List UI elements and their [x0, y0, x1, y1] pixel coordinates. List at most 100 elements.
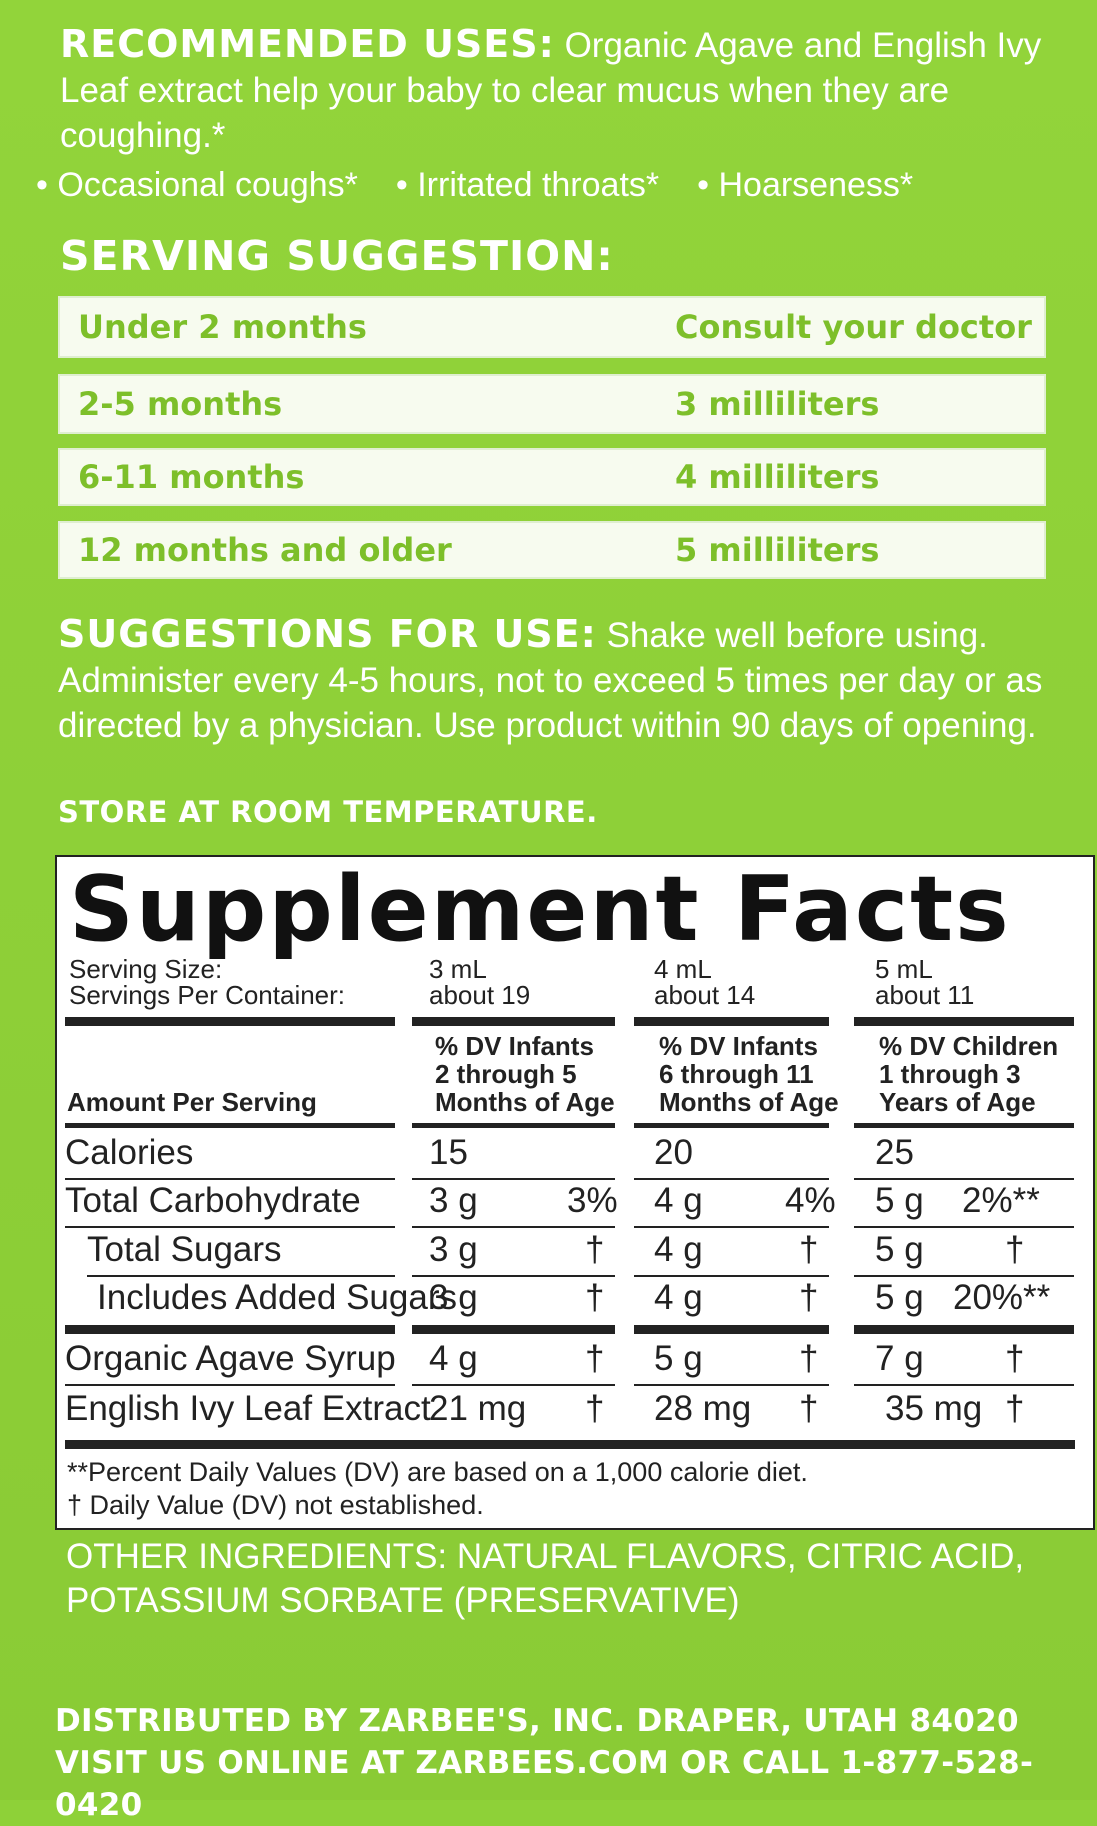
supplement-facts-panel: Supplement Facts Serving Size: Servings …	[55, 855, 1095, 1530]
nutrient-name: English Ivy Leaf Extract	[65, 1389, 431, 1428]
col1-size: 3 mL	[429, 954, 487, 984]
row-divider	[412, 1178, 615, 1180]
nutrient-dv: 20%**	[953, 1278, 1051, 1317]
nutrient-name: Total Sugars	[87, 1230, 282, 1269]
serving-dose: Consult your doctor	[675, 308, 1032, 346]
nutrient-amount: 4 g	[654, 1230, 703, 1269]
bullet-item: Hoarseness*	[697, 166, 913, 205]
col1-servings: about 19	[429, 980, 531, 1010]
recommended-uses: RECOMMENDED USES: Organic Agave and Engl…	[60, 22, 1050, 158]
divider-bar	[412, 1325, 615, 1334]
row-divider	[65, 1178, 395, 1180]
dv-header-line: Years of Age	[879, 1087, 1036, 1117]
row-divider	[634, 1226, 829, 1228]
divider-bar	[412, 1123, 615, 1128]
row-divider	[412, 1275, 615, 1277]
divider-bar	[854, 1017, 1074, 1026]
col1-dv-header: % DV Infants 2 through 5 Months of Age	[435, 1032, 615, 1116]
serving-dose: 5 milliliters	[675, 531, 880, 569]
serving-age: 6-11 months	[78, 458, 305, 496]
nutrient-name: Total Carbohydrate	[65, 1181, 361, 1220]
divider-bar	[854, 1123, 1074, 1128]
dv-header-line: % DV Children	[879, 1031, 1059, 1061]
divider-bar	[634, 1123, 829, 1128]
serving-row: 6-11 months 4 milliliters	[58, 448, 1046, 506]
bullet-item: Occasional coughs*	[36, 166, 358, 205]
nutrient-dv: †	[585, 1230, 605, 1269]
nutrient-dv: †	[1005, 1339, 1025, 1378]
col2-servings: about 14	[654, 980, 756, 1010]
recommended-uses-text: Organic Agave and English Ivy Leaf extra…	[60, 26, 1042, 155]
nutrient-amount: 5 g	[654, 1339, 703, 1378]
nutrient-dv: †	[1005, 1230, 1025, 1269]
dv-header-line: 6 through 11	[659, 1059, 814, 1089]
distributor-info: DISTRIBUTED BY ZARBEE'S, INC. DRAPER, UT…	[55, 1700, 1097, 1826]
nutrient-dv: †	[799, 1278, 819, 1317]
nutrient-amount: 3 g	[429, 1181, 478, 1220]
row-divider	[854, 1226, 1074, 1228]
distributor-line: DISTRIBUTED BY ZARBEE'S, INC. DRAPER, UT…	[55, 1703, 1019, 1739]
nutrient-amount: 3 g	[429, 1278, 478, 1317]
nutrient-name: Calories	[65, 1133, 194, 1172]
nutrient-amount: 20	[654, 1133, 693, 1172]
other-ingredients: OTHER INGREDIENTS: NATURAL FLAVORS, CITR…	[66, 1537, 1025, 1620]
serving-row: 2-5 months 3 milliliters	[58, 374, 1046, 434]
contact-line: VISIT US ONLINE AT ZARBEES.COM OR CALL 1…	[55, 1745, 1034, 1823]
nutrient-amount: 25	[875, 1133, 914, 1172]
storage-note: STORE AT ROOM TEMPERATURE.	[58, 795, 598, 829]
suggestions-heading: SUGGESTIONS FOR USE:	[58, 612, 597, 656]
nutrient-amount: 5 g	[875, 1230, 924, 1269]
serving-age: 12 months and older	[78, 531, 452, 569]
divider-bar	[412, 1017, 615, 1026]
row-divider	[412, 1226, 615, 1228]
serving-age: 2-5 months	[78, 385, 283, 423]
dv-header-line: Months of Age	[435, 1087, 615, 1117]
nutrient-amount: 5 g	[875, 1278, 924, 1317]
nutrient-dv: †	[1005, 1389, 1025, 1428]
row-divider	[412, 1384, 615, 1386]
col3-dv-header: % DV Children 1 through 3 Years of Age	[879, 1032, 1058, 1116]
dv-header-line: Months of Age	[659, 1087, 839, 1117]
serving-size-label: Serving Size:	[69, 954, 223, 984]
serving-suggestion-heading: SERVING SUGGESTION:	[60, 232, 614, 280]
nutrient-name: Includes Added Sugars	[97, 1278, 457, 1317]
nutrient-name: Organic Agave Syrup	[65, 1339, 396, 1378]
nutrient-dv: †	[585, 1389, 605, 1428]
nutrient-amount: 4 g	[654, 1278, 703, 1317]
nutrient-dv: 3%	[567, 1181, 618, 1220]
nutrient-amount: 15	[429, 1133, 468, 1172]
nutrient-amount: 28 mg	[654, 1389, 752, 1428]
dv-header-line: % DV Infants	[435, 1031, 594, 1061]
suggestions-for-use: SUGGESTIONS FOR USE: Shake well before u…	[58, 612, 1058, 748]
row-divider	[854, 1275, 1074, 1277]
row-divider	[87, 1275, 395, 1277]
serving-row: Under 2 months Consult your doctor	[58, 296, 1046, 358]
nutrient-amount: 7 g	[875, 1339, 924, 1378]
footnote-dv: **Percent Daily Values (DV) are based on…	[67, 1457, 808, 1487]
nutrient-dv: †	[585, 1278, 605, 1317]
divider-bar	[65, 1123, 395, 1128]
dv-header-line: % DV Infants	[659, 1031, 818, 1061]
serving-row: 12 months and older 5 milliliters	[58, 521, 1046, 579]
col3-size: 5 mL	[875, 954, 933, 984]
row-divider	[634, 1384, 829, 1386]
nutrient-dv: †	[799, 1389, 819, 1428]
divider-bar	[65, 1440, 1075, 1449]
divider-bar	[854, 1325, 1074, 1334]
supplement-facts-title: Supplement Facts	[69, 857, 1011, 962]
nutrient-dv: †	[799, 1230, 819, 1269]
nutrient-amount: 35 mg	[885, 1389, 983, 1428]
servings-per-container-label: Servings Per Container:	[69, 980, 346, 1010]
footnote-not-established: † Daily Value (DV) not established.	[67, 1490, 484, 1520]
serving-dose: 3 milliliters	[675, 385, 880, 423]
row-divider	[634, 1178, 829, 1180]
row-divider	[65, 1384, 395, 1386]
nutrient-dv: 4%	[785, 1181, 836, 1220]
dv-header-line: 1 through 3	[879, 1059, 1021, 1089]
serving-dose: 4 milliliters	[675, 458, 880, 496]
col2-size: 4 mL	[654, 954, 712, 984]
nutrient-dv: †	[799, 1339, 819, 1378]
divider-bar	[65, 1017, 395, 1026]
symptom-bullets: Occasional coughs* Irritated throats* Ho…	[36, 166, 1066, 205]
